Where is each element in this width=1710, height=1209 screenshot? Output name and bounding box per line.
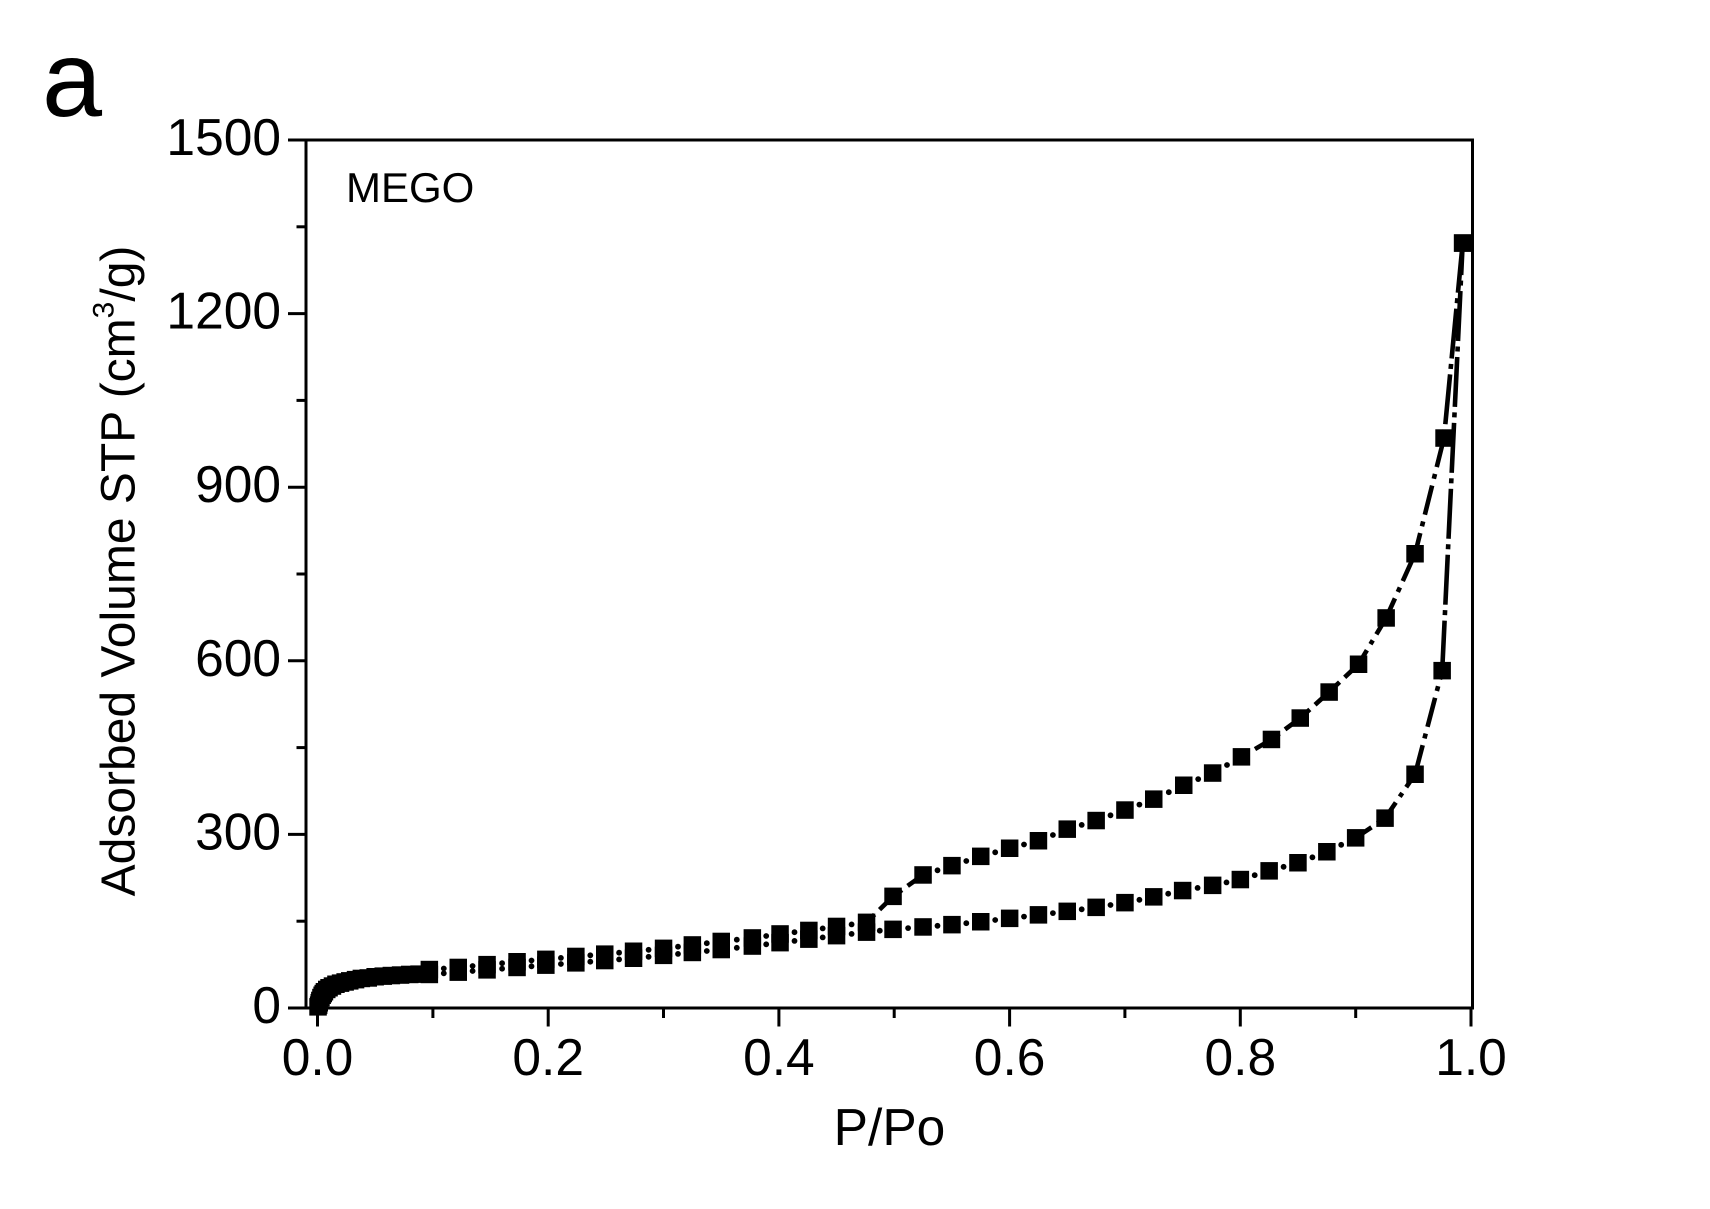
- svg-text:P/Po: P/Po: [834, 1098, 946, 1156]
- svg-text:MEGO: MEGO: [346, 164, 474, 211]
- svg-text:300: 300: [195, 802, 281, 860]
- svg-text:0.2: 0.2: [512, 1028, 584, 1086]
- svg-text:900: 900: [195, 455, 281, 513]
- svg-text:0.0: 0.0: [282, 1028, 354, 1086]
- svg-text:0.4: 0.4: [743, 1028, 815, 1086]
- svg-text:0: 0: [252, 976, 281, 1034]
- svg-text:0.6: 0.6: [974, 1028, 1046, 1086]
- svg-text:a: a: [42, 18, 103, 139]
- svg-text:0.8: 0.8: [1205, 1028, 1277, 1086]
- svg-text:Adsorbed Volume STP (cm3/g): Adsorbed Volume STP (cm3/g): [88, 246, 146, 897]
- svg-text:600: 600: [195, 629, 281, 687]
- svg-text:1200: 1200: [166, 282, 281, 340]
- svg-text:1.0: 1.0: [1435, 1028, 1507, 1086]
- svg-text:1500: 1500: [166, 108, 281, 166]
